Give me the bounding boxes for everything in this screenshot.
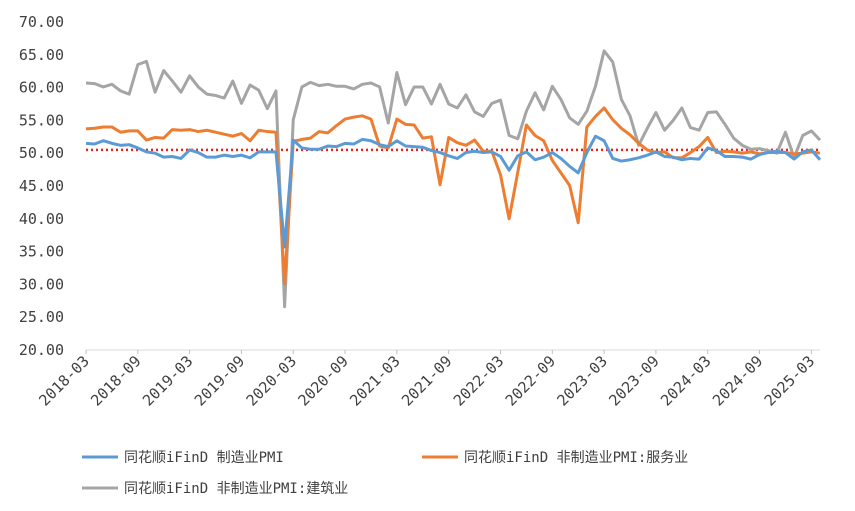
legend-item-construction: 同花顺iFinD 非制造业PMI:建筑业 — [82, 481, 348, 497]
x-axis: 2018-032018-092019-032019-092020-032020-… — [35, 349, 820, 410]
y-tick-label: 60.00 — [19, 79, 64, 97]
series-group — [85, 49, 822, 309]
x-tick-label: 2024-09 — [709, 352, 766, 409]
y-tick-label: 70.00 — [19, 13, 64, 31]
legend: 同花顺iFinD 制造业PMI 同花顺iFinD 非制造业PMI:服务业 同花顺… — [82, 450, 688, 497]
x-tick-label: 2019-09 — [191, 352, 248, 409]
x-tick-label: 2023-09 — [605, 352, 662, 409]
series-line-manufacturing — [85, 134, 822, 249]
y-tick-label: 65.00 — [19, 46, 64, 64]
x-tick-label: 2018-03 — [35, 352, 92, 409]
x-tick-label: 2018-09 — [87, 352, 144, 409]
x-tick-label: 2019-03 — [139, 352, 196, 409]
y-tick-label: 45.00 — [19, 177, 64, 195]
series-line-construction — [85, 49, 822, 309]
legend-label-manufacturing: 同花顺iFinD 制造业PMI — [124, 450, 284, 466]
y-tick-label: 55.00 — [19, 111, 64, 129]
x-tick-label: 2022-03 — [450, 352, 507, 409]
legend-label-construction: 同花顺iFinD 非制造业PMI:建筑业 — [124, 481, 348, 497]
x-tick-label: 2020-09 — [294, 352, 351, 409]
x-tick-label: 2021-03 — [346, 352, 403, 409]
x-tick-label: 2025-03 — [761, 352, 818, 409]
legend-item-manufacturing: 同花顺iFinD 制造业PMI — [82, 450, 284, 466]
legend-label-services: 同花顺iFinD 非制造业PMI:服务业 — [464, 450, 688, 466]
x-tick-label: 2024-03 — [657, 352, 714, 409]
x-tick-label: 2023-03 — [554, 352, 611, 409]
x-tick-label: 2022-09 — [502, 352, 559, 409]
y-tick-label: 50.00 — [19, 144, 64, 162]
y-tick-label: 20.00 — [19, 341, 64, 359]
y-tick-label: 35.00 — [19, 243, 64, 261]
x-tick-label: 2020-03 — [243, 352, 300, 409]
y-tick-label: 40.00 — [19, 210, 64, 228]
legend-item-services: 同花顺iFinD 非制造业PMI:服务业 — [422, 450, 688, 466]
y-axis: 20.00 25.00 30.00 35.00 40.00 45.00 50.00 55.00… — [19, 13, 64, 359]
x-tick-label: 2021-09 — [398, 352, 455, 409]
y-tick-label: 25.00 — [19, 308, 64, 326]
y-tick-label: 30.00 — [19, 275, 64, 293]
series-line-services — [85, 106, 821, 286]
